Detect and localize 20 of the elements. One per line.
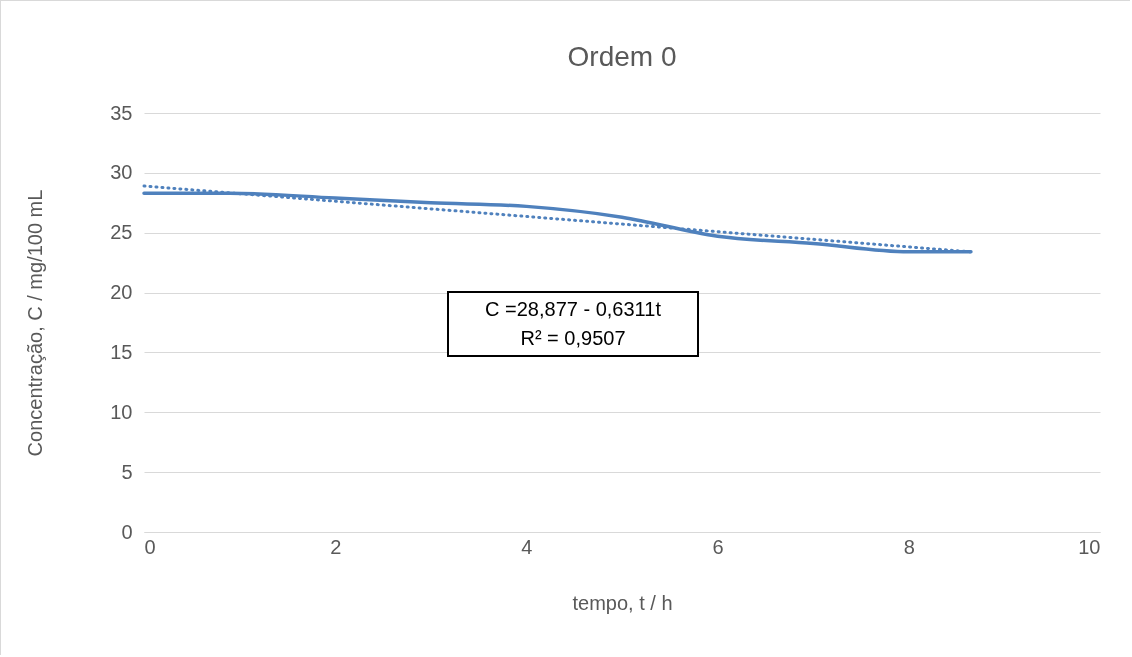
y-tick-label: 0	[121, 520, 133, 543]
text-box: C =28,877 - 0,6311t R² = 0,9507	[447, 291, 699, 357]
y-tick-label: 25	[110, 221, 133, 244]
y-tick-label: 5	[121, 460, 133, 483]
x-tick-label: 6	[712, 535, 724, 558]
y-tick-label: 15	[110, 340, 133, 363]
y-tick-label: 10	[110, 400, 133, 423]
annotation: R² = 0,9507	[519, 326, 627, 351]
x-tick-label: 8	[903, 535, 915, 558]
chart-title: Ordem 0	[567, 41, 677, 72]
x-tick-label: 2	[330, 535, 342, 558]
x-tick-label: 0	[144, 535, 156, 558]
x-axis-title: tempo, t / h	[572, 591, 673, 614]
y-axis-title: Concentração, C / mg/100 mL	[24, 189, 47, 457]
x-tick-label: 4	[521, 535, 533, 558]
y-tick-label: 35	[110, 101, 133, 124]
annotation: C =28,877 - 0,6311t	[484, 297, 662, 322]
y-tick-label: 30	[110, 161, 133, 184]
x-tick-label: 10	[1078, 535, 1101, 558]
y-tick-label: 20	[110, 281, 133, 304]
